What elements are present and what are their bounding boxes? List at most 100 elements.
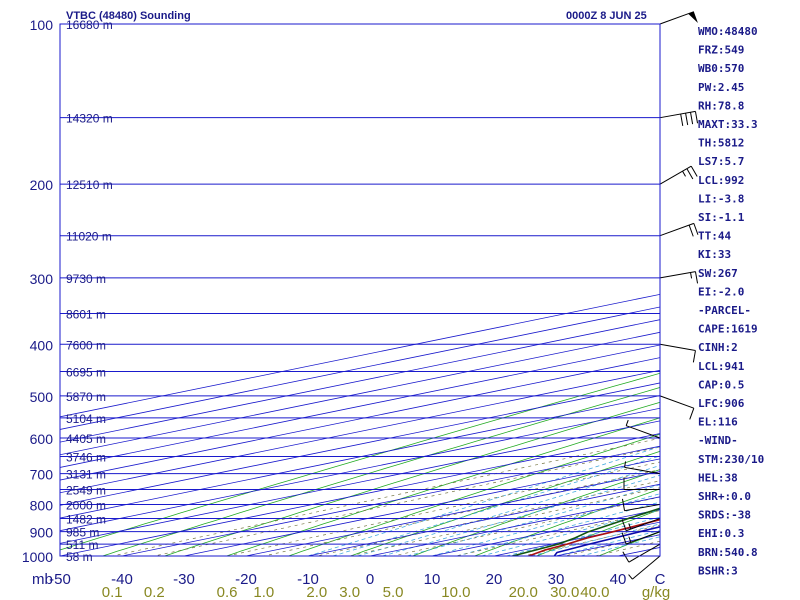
wind-barb: [659, 222, 699, 237]
wind-barb-shaft: [632, 555, 661, 580]
wind-barb: [624, 461, 661, 475]
wind-barb: [621, 517, 661, 532]
wind-barb-flag: [621, 532, 627, 545]
wind-barb-shaft: [624, 503, 661, 512]
wind-barb: [621, 498, 661, 512]
pressure-tick-label: 100: [30, 17, 54, 33]
index-value: SI:-1.1: [698, 211, 745, 224]
isotherm-line: [60, 319, 660, 443]
wind-barb-flag: [622, 551, 630, 563]
dewpoint-line: [509, 507, 660, 556]
isotherm-line: [60, 433, 660, 556]
mixing-ratio-tick-label: 5.0: [383, 584, 404, 600]
isotherm-line: [742, 24, 800, 556]
index-value: RH:78.8: [698, 99, 744, 112]
wind-barb-flag: [680, 113, 684, 126]
index-value: TT:44: [698, 230, 731, 243]
wind-barb: [621, 531, 661, 545]
station-title: VTBC (48480) Sounding: [66, 10, 191, 22]
index-value: FRZ:549: [698, 44, 744, 57]
temperature-tick-label: 40: [610, 571, 627, 588]
pressure-tick-label: 400: [30, 337, 54, 353]
moist-adiabat-line: [481, 509, 660, 556]
wind-barb-half: [628, 523, 632, 530]
wind-barb: [659, 395, 695, 420]
index-value: EL:116: [698, 416, 738, 429]
moist-adiabat-line: [332, 455, 660, 556]
wind-barb: [625, 419, 661, 439]
index-value: CAPE:1619: [698, 323, 758, 336]
temperature-tick-label: 10: [424, 571, 441, 588]
index-value: LCL:941: [698, 360, 745, 373]
temperature-tick-label: 0: [366, 571, 374, 588]
index-value: CAP:0.5: [698, 378, 744, 391]
isotherm-line: [183, 458, 660, 556]
isotherm-line: [493, 521, 660, 556]
index-value: LS7:5.7: [698, 155, 744, 168]
wind-barb-flag: [690, 165, 698, 177]
height-label: 3131 m: [66, 468, 106, 482]
moist-adiabat-line: [555, 530, 660, 556]
moist-adiabat-line: [531, 523, 660, 556]
height-label: 511 m: [66, 538, 98, 552]
height-label: 1482 m: [66, 512, 106, 526]
wind-barb-flag: [694, 271, 699, 284]
height-label: 12510 m: [66, 178, 113, 192]
isotherm-line: [431, 509, 660, 556]
index-value: WB0:570: [698, 62, 744, 75]
wind-barb-half: [625, 419, 629, 426]
pressure-tick-label: 900: [30, 525, 54, 541]
index-value: EI:-2.0: [698, 285, 744, 298]
mixing-ratio-tick-label: 0.6: [217, 584, 238, 600]
isotherm-line: [60, 369, 660, 494]
wind-barb: [628, 555, 661, 580]
wind-barb-flag: [693, 223, 699, 235]
moist-adiabat-line: [431, 493, 660, 556]
pressure-tick-label: 500: [30, 389, 54, 405]
isotherm-line: [60, 420, 660, 544]
index-value: EHI:0.3: [698, 527, 744, 540]
pressure-tick-label: 200: [30, 177, 54, 193]
wind-barb-half: [682, 170, 686, 177]
wind-barb-flag: [690, 112, 694, 125]
temperature-tick-label: C: [655, 571, 666, 588]
wind-barb: [623, 477, 660, 491]
height-label: 985 m: [66, 526, 99, 540]
height-label: 9730 m: [66, 272, 106, 286]
mixing-ratio-line: [227, 461, 660, 556]
mixing-ratio-tick-label: 1.0: [253, 584, 274, 600]
pressure-tick-label: 1000: [22, 549, 53, 565]
isotherm-line: [60, 344, 660, 468]
index-value: CINH:2: [698, 341, 738, 354]
mixing-ratio-tick-label: 0.2: [144, 584, 165, 600]
wind-barb-flag: [689, 407, 695, 420]
isotherm-line: [121, 445, 660, 556]
mixing-ratio-line: [564, 534, 660, 556]
profile-lines: [509, 507, 660, 556]
temperature-tick-label: 20: [486, 571, 503, 588]
mixing-ratio-tick-label: 2.0: [306, 584, 327, 600]
plot-frame: [59, 23, 661, 557]
height-label: 58 m: [66, 550, 93, 564]
wind-barb-flag: [621, 519, 627, 531]
mixing-ratio-tick-label: g/kg: [642, 584, 670, 600]
dry-adiabat-line: [785, 24, 800, 556]
height-label: 5104 m: [66, 412, 106, 426]
moist-adiabat-line: [382, 474, 660, 556]
index-value: LI:-3.8: [698, 192, 744, 205]
temperature-tick-label: 30: [548, 571, 565, 588]
mixing-ratio-tick-label: 40.0: [580, 584, 609, 600]
diagram-grid: [60, 24, 800, 556]
index-value: SRDS:-38: [698, 509, 751, 522]
height-label: 16680 m: [66, 18, 113, 32]
isotherm-line: [60, 293, 660, 418]
height-label: 14320 m: [66, 112, 113, 126]
index-value: STM:230/10: [698, 453, 764, 466]
moist-adiabat-line: [506, 516, 660, 556]
temperature-line: [525, 518, 660, 556]
wind-barb-shaft: [659, 222, 694, 237]
temperature-tick-label: -20: [235, 571, 257, 588]
wind-barb-shaft: [626, 517, 661, 532]
